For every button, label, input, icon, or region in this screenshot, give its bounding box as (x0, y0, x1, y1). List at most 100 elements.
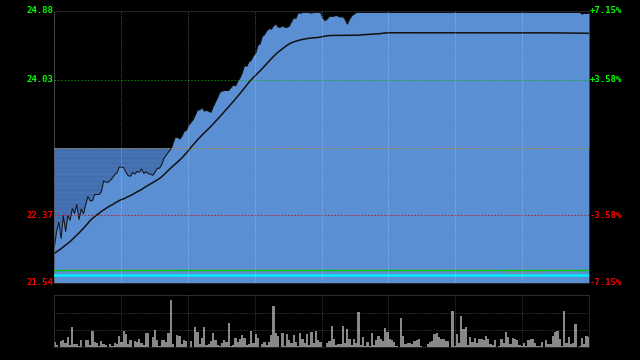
Bar (127, 345, 129, 347)
Bar (84, 340, 87, 347)
Bar (458, 343, 460, 347)
Bar (583, 343, 586, 347)
Bar (136, 342, 138, 347)
Bar (96, 343, 98, 347)
Bar (474, 338, 476, 347)
Bar (409, 343, 411, 347)
Bar (476, 343, 478, 347)
Bar (246, 345, 248, 347)
Bar (478, 339, 481, 347)
Text: -3.58%: -3.58% (590, 211, 622, 220)
Bar (509, 344, 511, 347)
Bar (520, 346, 523, 347)
Bar (554, 332, 556, 347)
Bar (483, 340, 485, 347)
Bar (98, 346, 100, 347)
Bar (460, 316, 463, 347)
Bar (514, 339, 516, 347)
Text: 24.03: 24.03 (26, 76, 53, 85)
Bar (138, 339, 141, 347)
Bar (572, 343, 574, 347)
Bar (375, 340, 378, 347)
Bar (120, 342, 123, 347)
Bar (565, 343, 568, 347)
Bar (402, 336, 404, 347)
Bar (301, 339, 304, 347)
Bar (388, 339, 391, 347)
Bar (304, 343, 306, 347)
Bar (275, 333, 277, 347)
Bar (547, 344, 550, 347)
Bar (373, 345, 375, 347)
Bar (415, 340, 418, 347)
Bar (440, 339, 442, 347)
Bar (436, 333, 438, 347)
Bar (170, 300, 172, 347)
Bar (261, 344, 264, 347)
Bar (60, 341, 62, 347)
Bar (351, 345, 353, 347)
Bar (185, 341, 188, 347)
Bar (465, 327, 467, 347)
Bar (529, 339, 532, 347)
Bar (344, 343, 346, 347)
Bar (348, 339, 351, 347)
Bar (527, 340, 529, 347)
Bar (335, 345, 337, 347)
Bar (264, 342, 266, 347)
Bar (485, 336, 487, 347)
Bar (100, 341, 102, 347)
Bar (129, 341, 132, 347)
Bar (346, 329, 348, 347)
Bar (201, 338, 203, 347)
Bar (165, 342, 167, 347)
Bar (268, 342, 270, 347)
Bar (364, 346, 366, 347)
Bar (167, 333, 170, 347)
Bar (541, 342, 543, 347)
Bar (371, 333, 373, 347)
Bar (116, 344, 118, 347)
Bar (523, 343, 525, 347)
Bar (360, 346, 362, 347)
Bar (225, 342, 228, 347)
Bar (499, 346, 500, 347)
Bar (141, 343, 143, 347)
Bar (306, 334, 308, 347)
Bar (378, 336, 380, 347)
Bar (219, 346, 221, 347)
Bar (581, 338, 583, 347)
Bar (183, 340, 185, 347)
Bar (337, 344, 339, 347)
Bar (313, 343, 315, 347)
Bar (67, 337, 69, 347)
Bar (111, 346, 114, 347)
Bar (180, 344, 183, 347)
Bar (248, 344, 250, 347)
Bar (538, 346, 541, 347)
Bar (89, 345, 92, 347)
Bar (300, 333, 301, 347)
Bar (207, 344, 210, 347)
Bar (315, 331, 317, 347)
Bar (552, 336, 554, 347)
Bar (255, 334, 257, 347)
Bar (286, 334, 288, 347)
Bar (534, 343, 536, 347)
Bar (292, 336, 295, 347)
Text: 24.88: 24.88 (26, 6, 53, 15)
Bar (56, 346, 58, 347)
Bar (308, 345, 310, 347)
Bar (65, 343, 67, 347)
Bar (62, 340, 65, 347)
Bar (490, 344, 492, 347)
Bar (380, 339, 382, 347)
Bar (563, 311, 565, 347)
Bar (404, 344, 406, 347)
Bar (445, 341, 447, 347)
Bar (277, 336, 279, 347)
Bar (76, 343, 78, 347)
Bar (93, 342, 96, 347)
Bar (456, 334, 458, 347)
Bar (203, 327, 205, 347)
